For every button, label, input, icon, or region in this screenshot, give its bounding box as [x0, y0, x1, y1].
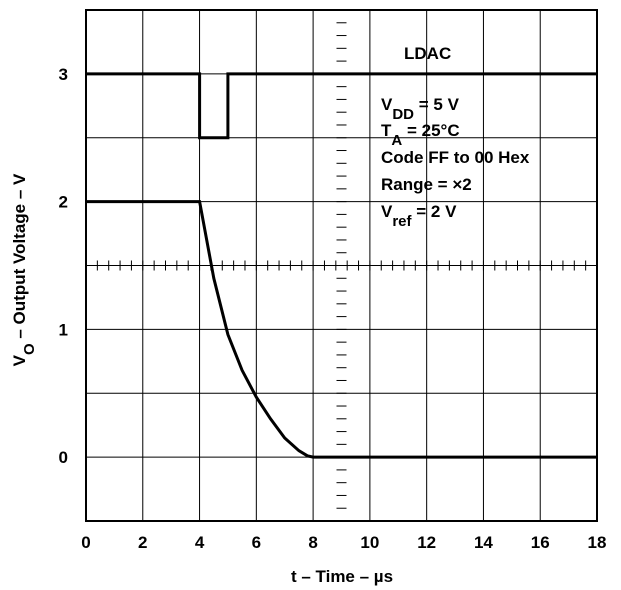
x-tick-label: 12 [417, 533, 436, 552]
plot-frame [85, 9, 598, 522]
series [86, 72, 597, 459]
y-tick-label: 2 [59, 193, 68, 212]
condition-line: VDD = 5 V [381, 95, 460, 123]
y-tick-label: 1 [59, 320, 68, 339]
x-tick-label: 0 [81, 533, 90, 552]
series-ldac-line [86, 72, 597, 140]
x-tick-label: 10 [360, 533, 379, 552]
series-output-voltage-line [86, 200, 597, 459]
x-tick-label: 16 [531, 533, 550, 552]
condition-line: Range = ×2 [381, 175, 472, 194]
condition-line: Code FF to 00 Hex [381, 148, 530, 167]
x-axis-title: t – Time – µs [291, 567, 393, 586]
y-axis-title: VO – Output Voltage – V [10, 173, 38, 366]
ldac-label: LDAC [404, 44, 451, 63]
y-tick-label: 3 [59, 65, 68, 84]
x-tick-label: 2 [138, 533, 147, 552]
y-tick-labels: 0 1 2 3 [59, 65, 68, 467]
x-tick-labels: 0 2 4 6 8 10 12 14 16 18 [81, 533, 606, 552]
x-tick-label: 8 [308, 533, 317, 552]
condition-line: Vref = 2 V [381, 202, 457, 230]
x-tick-label: 4 [195, 533, 205, 552]
x-tick-label: 6 [252, 533, 261, 552]
condition-line: TA = 25°C [381, 121, 460, 149]
y-tick-label: 0 [59, 448, 68, 467]
x-tick-label: 18 [588, 533, 607, 552]
x-tick-label: 14 [474, 533, 493, 552]
